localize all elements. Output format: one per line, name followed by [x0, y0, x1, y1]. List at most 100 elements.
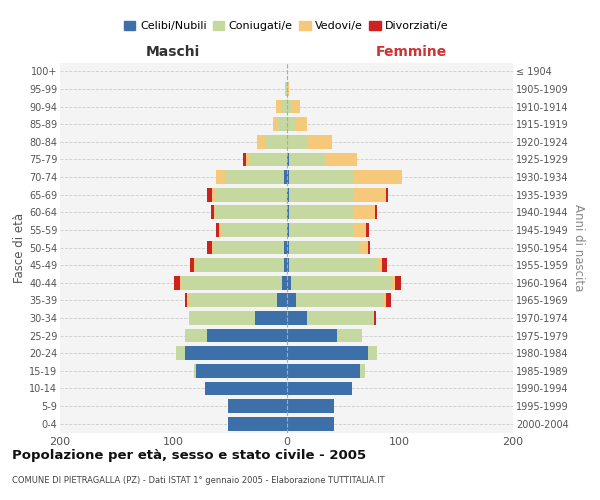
Bar — [266, 135, 287, 148]
Bar — [211, 206, 214, 219]
Bar — [355, 223, 366, 237]
Bar — [185, 294, 187, 307]
Bar — [355, 170, 402, 184]
Bar — [255, 311, 287, 325]
Bar — [360, 364, 365, 378]
Bar — [287, 82, 289, 96]
Legend: Celibi/Nubili, Coniugati/e, Vedovi/e, Divorziati/e: Celibi/Nubili, Coniugati/e, Vedovi/e, Di… — [120, 16, 453, 36]
Bar — [289, 152, 325, 166]
Y-axis label: Fasce di età: Fasce di età — [13, 212, 26, 282]
Bar — [307, 135, 332, 148]
Bar — [250, 152, 287, 166]
Bar — [377, 258, 382, 272]
Bar — [207, 188, 212, 202]
Bar — [189, 294, 277, 307]
Bar — [175, 276, 180, 289]
Bar — [257, 135, 266, 148]
Bar — [227, 399, 287, 413]
Bar — [355, 206, 375, 219]
Text: Popolazione per età, sesso e stato civile - 2005: Popolazione per età, sesso e stato civil… — [12, 450, 366, 462]
Bar — [207, 328, 287, 342]
Bar — [212, 188, 216, 202]
Bar — [284, 258, 287, 272]
Bar — [337, 328, 362, 342]
Bar — [287, 382, 352, 396]
Bar — [287, 276, 291, 289]
Bar — [296, 294, 384, 307]
Bar — [287, 206, 289, 219]
Bar — [284, 240, 287, 254]
Bar — [296, 118, 307, 131]
Bar — [180, 276, 182, 289]
Bar — [226, 170, 284, 184]
Bar — [216, 188, 287, 202]
Bar — [287, 294, 296, 307]
Bar — [287, 328, 337, 342]
Bar — [287, 240, 289, 254]
Bar — [176, 346, 185, 360]
Bar — [368, 240, 370, 254]
Bar — [287, 188, 289, 202]
Bar — [246, 152, 250, 166]
Bar — [287, 223, 289, 237]
Bar — [277, 294, 287, 307]
Bar — [289, 170, 355, 184]
Bar — [386, 294, 391, 307]
Bar — [287, 364, 360, 378]
Bar — [216, 170, 226, 184]
Bar — [287, 135, 307, 148]
Bar — [307, 311, 373, 325]
Bar — [289, 223, 355, 237]
Bar — [359, 240, 368, 254]
Bar — [212, 240, 214, 254]
Bar — [205, 382, 287, 396]
Bar — [182, 276, 282, 289]
Bar — [287, 258, 289, 272]
Bar — [289, 240, 359, 254]
Bar — [287, 118, 296, 131]
Y-axis label: Anni di nascita: Anni di nascita — [572, 204, 586, 291]
Bar — [194, 364, 196, 378]
Bar — [196, 364, 287, 378]
Bar — [216, 206, 287, 219]
Bar — [221, 223, 287, 237]
Bar — [287, 170, 289, 184]
Bar — [287, 311, 307, 325]
Bar — [287, 152, 289, 166]
Bar — [287, 399, 334, 413]
Bar — [291, 100, 300, 114]
Bar — [189, 311, 255, 325]
Bar — [374, 311, 376, 325]
Bar — [218, 223, 221, 237]
Bar — [289, 258, 377, 272]
Bar — [287, 346, 368, 360]
Bar — [289, 188, 355, 202]
Bar — [185, 346, 287, 360]
Bar — [207, 240, 212, 254]
Bar — [287, 417, 334, 430]
Bar — [395, 276, 401, 289]
Bar — [373, 311, 374, 325]
Bar — [375, 206, 377, 219]
Text: Femmine: Femmine — [376, 45, 447, 59]
Bar — [187, 294, 189, 307]
Bar — [196, 258, 284, 272]
Text: COMUNE DI PIETRAGALLA (PZ) - Dati ISTAT 1° gennaio 2005 - Elaborazione TUTTITALI: COMUNE DI PIETRAGALLA (PZ) - Dati ISTAT … — [12, 476, 385, 485]
Bar — [284, 170, 287, 184]
Bar — [227, 417, 287, 430]
Bar — [194, 258, 196, 272]
Bar — [185, 328, 207, 342]
Bar — [244, 152, 246, 166]
Bar — [273, 118, 277, 131]
Bar — [289, 206, 355, 219]
Bar — [282, 100, 287, 114]
Bar — [291, 276, 391, 289]
Bar — [366, 223, 369, 237]
Bar — [386, 188, 388, 202]
Bar — [355, 188, 386, 202]
Bar — [214, 240, 284, 254]
Bar — [384, 294, 386, 307]
Bar — [287, 100, 291, 114]
Bar — [214, 206, 216, 219]
Text: Maschi: Maschi — [146, 45, 200, 59]
